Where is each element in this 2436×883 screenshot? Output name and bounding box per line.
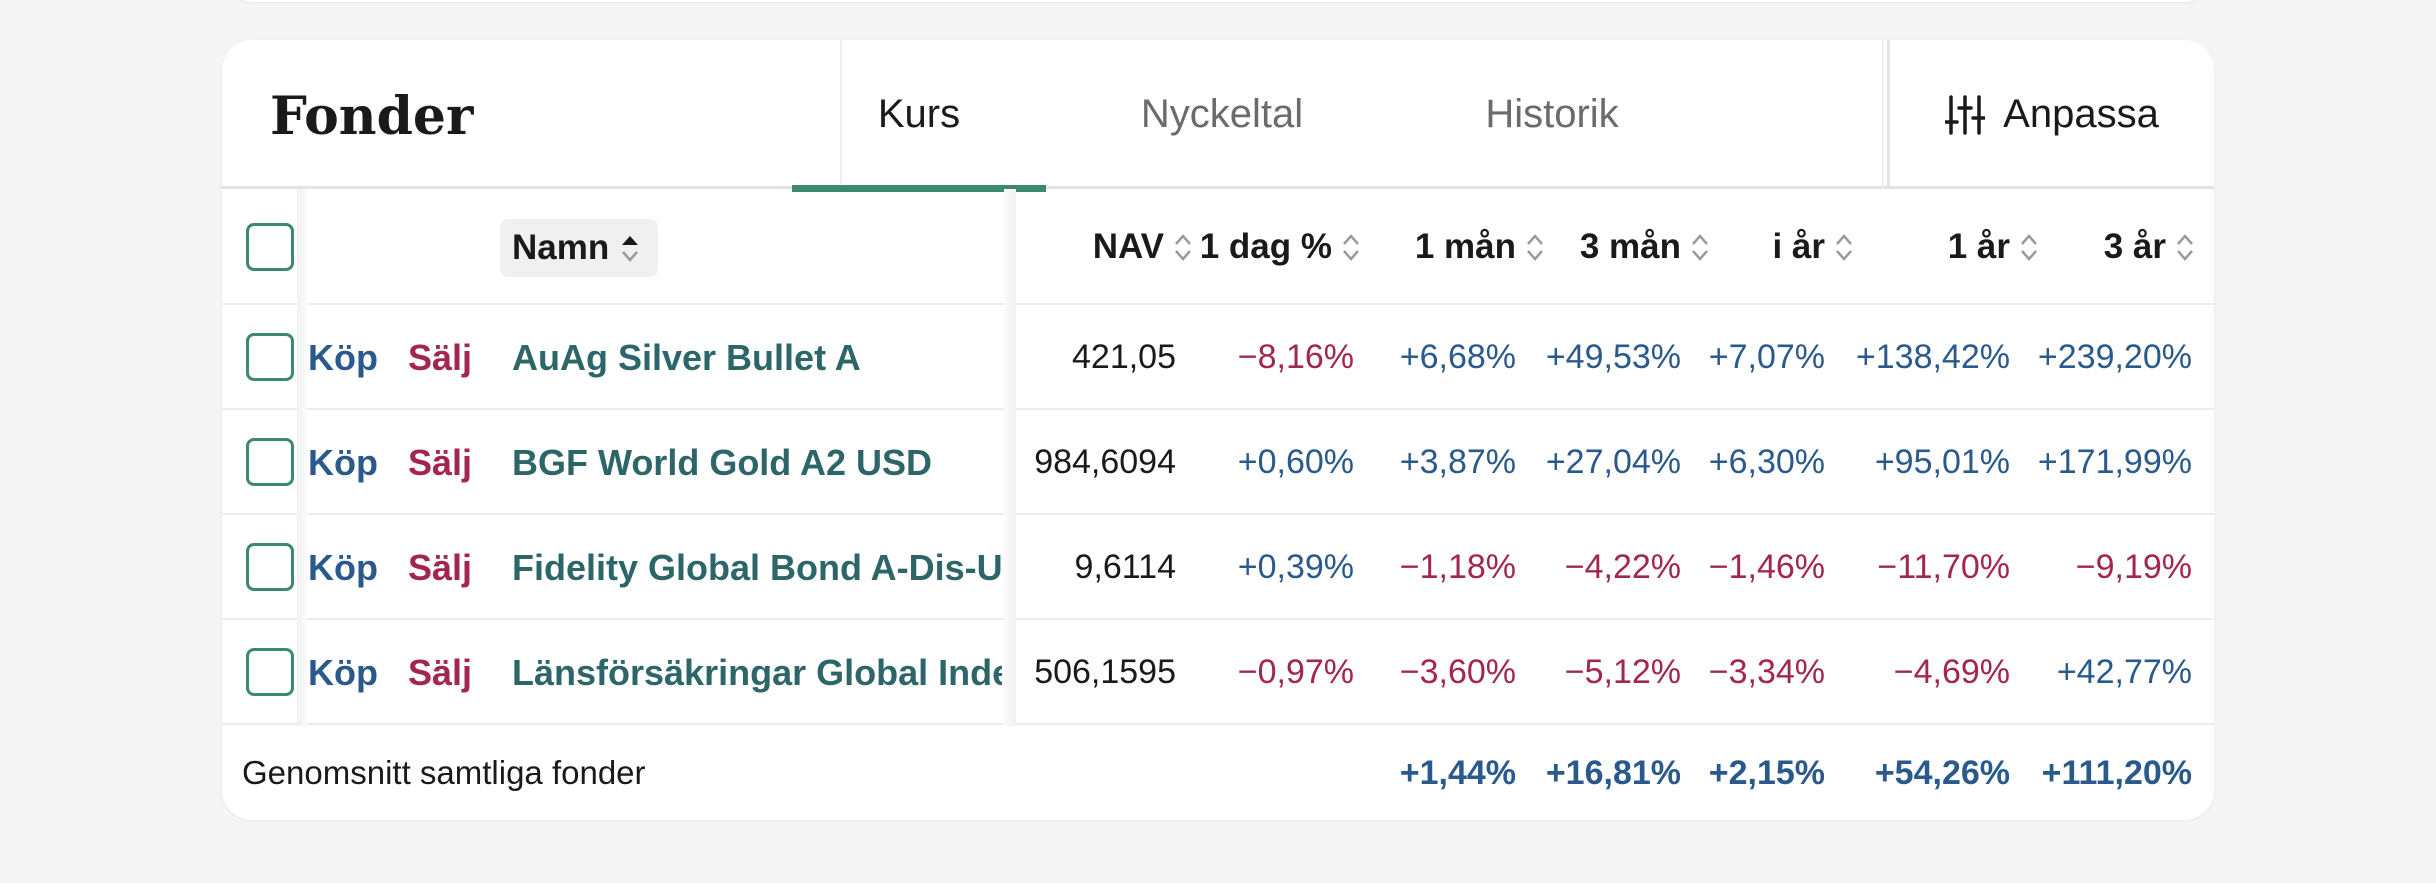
name-column-label: Namn bbox=[512, 228, 610, 267]
sticky-column-shadow bbox=[297, 189, 307, 726]
year1-column-header[interactable]: 1 år bbox=[1948, 189, 2040, 305]
table-header-row: Namn NAV 1 dag % 1 mån 3 mån i år 1 å bbox=[222, 189, 2214, 305]
tab-historik[interactable]: Historik bbox=[1485, 92, 1619, 136]
sell-button[interactable]: Sälj bbox=[408, 441, 473, 483]
year1-change-cell: −11,70% bbox=[1877, 548, 2010, 586]
day-column-header[interactable]: 1 dag % bbox=[1200, 189, 1362, 305]
sort-icon bbox=[1692, 234, 1708, 261]
average-row: Genomsnitt samtliga fonder +1,44% +16,81… bbox=[222, 726, 2214, 820]
ytd-column-label: i år bbox=[1772, 227, 1825, 266]
average-ytd: +2,15% bbox=[1708, 753, 1825, 792]
month3-change-cell: −4,22% bbox=[1564, 548, 1681, 586]
customize-button[interactable]: Anpassa bbox=[1890, 40, 2214, 189]
sort-icon bbox=[1343, 234, 1359, 261]
ytd-change-cell: +7,07% bbox=[1708, 338, 1825, 376]
month3-change-cell: +49,53% bbox=[1545, 338, 1681, 376]
sell-button[interactable]: Sälj bbox=[408, 651, 473, 693]
select-all-checkbox[interactable] bbox=[246, 223, 294, 271]
month1-column-header[interactable]: 1 mån bbox=[1415, 189, 1546, 305]
year3-change-cell: +239,20% bbox=[2037, 338, 2192, 376]
row-checkbox[interactable] bbox=[246, 333, 294, 381]
table-row: Köp Sälj Länsförsäkringar Global Index 506,… bbox=[222, 620, 2214, 725]
sell-button[interactable]: Sälj bbox=[408, 336, 473, 378]
year1-change-cell: −4,69% bbox=[1893, 653, 2010, 691]
nav-column-header[interactable]: NAV bbox=[1093, 189, 1194, 305]
tab-divider bbox=[1882, 40, 1884, 189]
year3-change-cell: −9,19% bbox=[2075, 548, 2192, 586]
funds-card: Fonder Kurs Nyckeltal Historik Anpassa bbox=[222, 40, 2214, 820]
nav-cell: 9,6114 bbox=[1074, 548, 1176, 586]
buy-button[interactable]: Köp bbox=[308, 441, 378, 483]
year1-change-cell: +95,01% bbox=[1874, 443, 2010, 481]
month3-column-label: 3 mån bbox=[1579, 227, 1681, 266]
table-row: Köp Sälj AuAg Silver Bullet A 421,05 −8,16% +… bbox=[222, 305, 2214, 410]
month3-change-cell: −5,12% bbox=[1564, 653, 1681, 691]
fund-name-link[interactable]: Fidelity Global Bond A-Dis-USD bbox=[512, 546, 1002, 588]
fund-name-link[interactable]: BGF World Gold A2 USD bbox=[512, 441, 932, 483]
fund-name-link[interactable]: Länsförsäkringar Global Index bbox=[512, 651, 1002, 693]
ytd-change-cell: −3,34% bbox=[1708, 653, 1825, 691]
month1-change-cell: +6,68% bbox=[1399, 338, 1516, 376]
row-checkbox[interactable] bbox=[246, 543, 294, 591]
sort-ascending-icon bbox=[622, 236, 639, 262]
fund-name-link[interactable]: AuAg Silver Bullet A bbox=[512, 336, 861, 378]
tab-kurs[interactable]: Kurs bbox=[792, 40, 1046, 192]
table-row: Köp Sälj Fidelity Global Bond A-Dis-USD 9,6… bbox=[222, 515, 2214, 620]
tab-divider bbox=[840, 40, 842, 189]
ytd-column-header[interactable]: i år bbox=[1772, 189, 1855, 305]
average-month1: +1,44% bbox=[1399, 753, 1516, 792]
ytd-change-cell: +6,30% bbox=[1708, 443, 1825, 481]
ytd-change-cell: −1,46% bbox=[1708, 548, 1825, 586]
row-checkbox[interactable] bbox=[246, 648, 294, 696]
customize-divider bbox=[1887, 40, 1890, 189]
nav-column-label: NAV bbox=[1092, 227, 1164, 266]
day-change-cell: −8,16% bbox=[1237, 338, 1354, 376]
month3-change-cell: +27,04% bbox=[1545, 443, 1681, 481]
average-year1: +54,26% bbox=[1874, 753, 2010, 792]
day-change-cell: +0,39% bbox=[1237, 548, 1354, 586]
day-column-label: 1 dag % bbox=[1199, 227, 1332, 266]
buy-button[interactable]: Köp bbox=[308, 336, 378, 378]
year3-change-cell: +42,77% bbox=[2056, 653, 2192, 691]
card-title: Fonder bbox=[270, 86, 474, 147]
sort-icon bbox=[1175, 234, 1191, 261]
row-checkbox[interactable] bbox=[246, 438, 294, 486]
previous-card-edge bbox=[222, 0, 2214, 2]
year3-column-label: 3 år bbox=[2103, 227, 2166, 266]
sort-icon bbox=[2021, 234, 2037, 261]
nav-cell: 506,1595 bbox=[1034, 653, 1176, 691]
name-column-header[interactable]: Namn bbox=[500, 219, 658, 277]
year3-change-cell: +171,99% bbox=[2037, 443, 2192, 481]
month1-change-cell: +3,87% bbox=[1399, 443, 1516, 481]
nav-cell: 984,6094 bbox=[1034, 443, 1176, 481]
sticky-column-shadow bbox=[1004, 189, 1016, 726]
tab-nyckeltal[interactable]: Nyckeltal bbox=[1140, 92, 1304, 136]
table-row: Köp Sälj BGF World Gold A2 USD 984,6094 +0,6… bbox=[222, 410, 2214, 515]
card-header: Fonder Kurs Nyckeltal Historik Anpassa bbox=[222, 40, 2214, 192]
buy-button[interactable]: Köp bbox=[308, 651, 378, 693]
sliders-icon bbox=[1945, 94, 1986, 135]
sort-icon bbox=[1527, 234, 1543, 261]
sort-icon bbox=[2177, 234, 2193, 261]
sell-button[interactable]: Sälj bbox=[408, 546, 473, 588]
year1-column-label: 1 år bbox=[1947, 227, 2010, 266]
year1-change-cell: +138,42% bbox=[1855, 338, 2010, 376]
month1-change-cell: −1,18% bbox=[1399, 548, 1516, 586]
average-year3: +111,20% bbox=[2041, 753, 2192, 792]
year3-column-header[interactable]: 3 år bbox=[2104, 189, 2196, 305]
sort-icon bbox=[1836, 234, 1852, 261]
day-change-cell: −0,97% bbox=[1237, 653, 1354, 691]
month3-column-header[interactable]: 3 mån bbox=[1580, 189, 1711, 305]
average-month3: +16,81% bbox=[1545, 753, 1681, 792]
month1-column-label: 1 mån bbox=[1414, 227, 1516, 266]
month1-change-cell: −3,60% bbox=[1399, 653, 1516, 691]
customize-label: Anpassa bbox=[2003, 92, 2159, 136]
buy-button[interactable]: Köp bbox=[308, 546, 378, 588]
average-label: Genomsnitt samtliga fonder bbox=[242, 754, 646, 791]
nav-cell: 421,05 bbox=[1072, 338, 1176, 376]
day-change-cell: +0,60% bbox=[1237, 443, 1354, 481]
